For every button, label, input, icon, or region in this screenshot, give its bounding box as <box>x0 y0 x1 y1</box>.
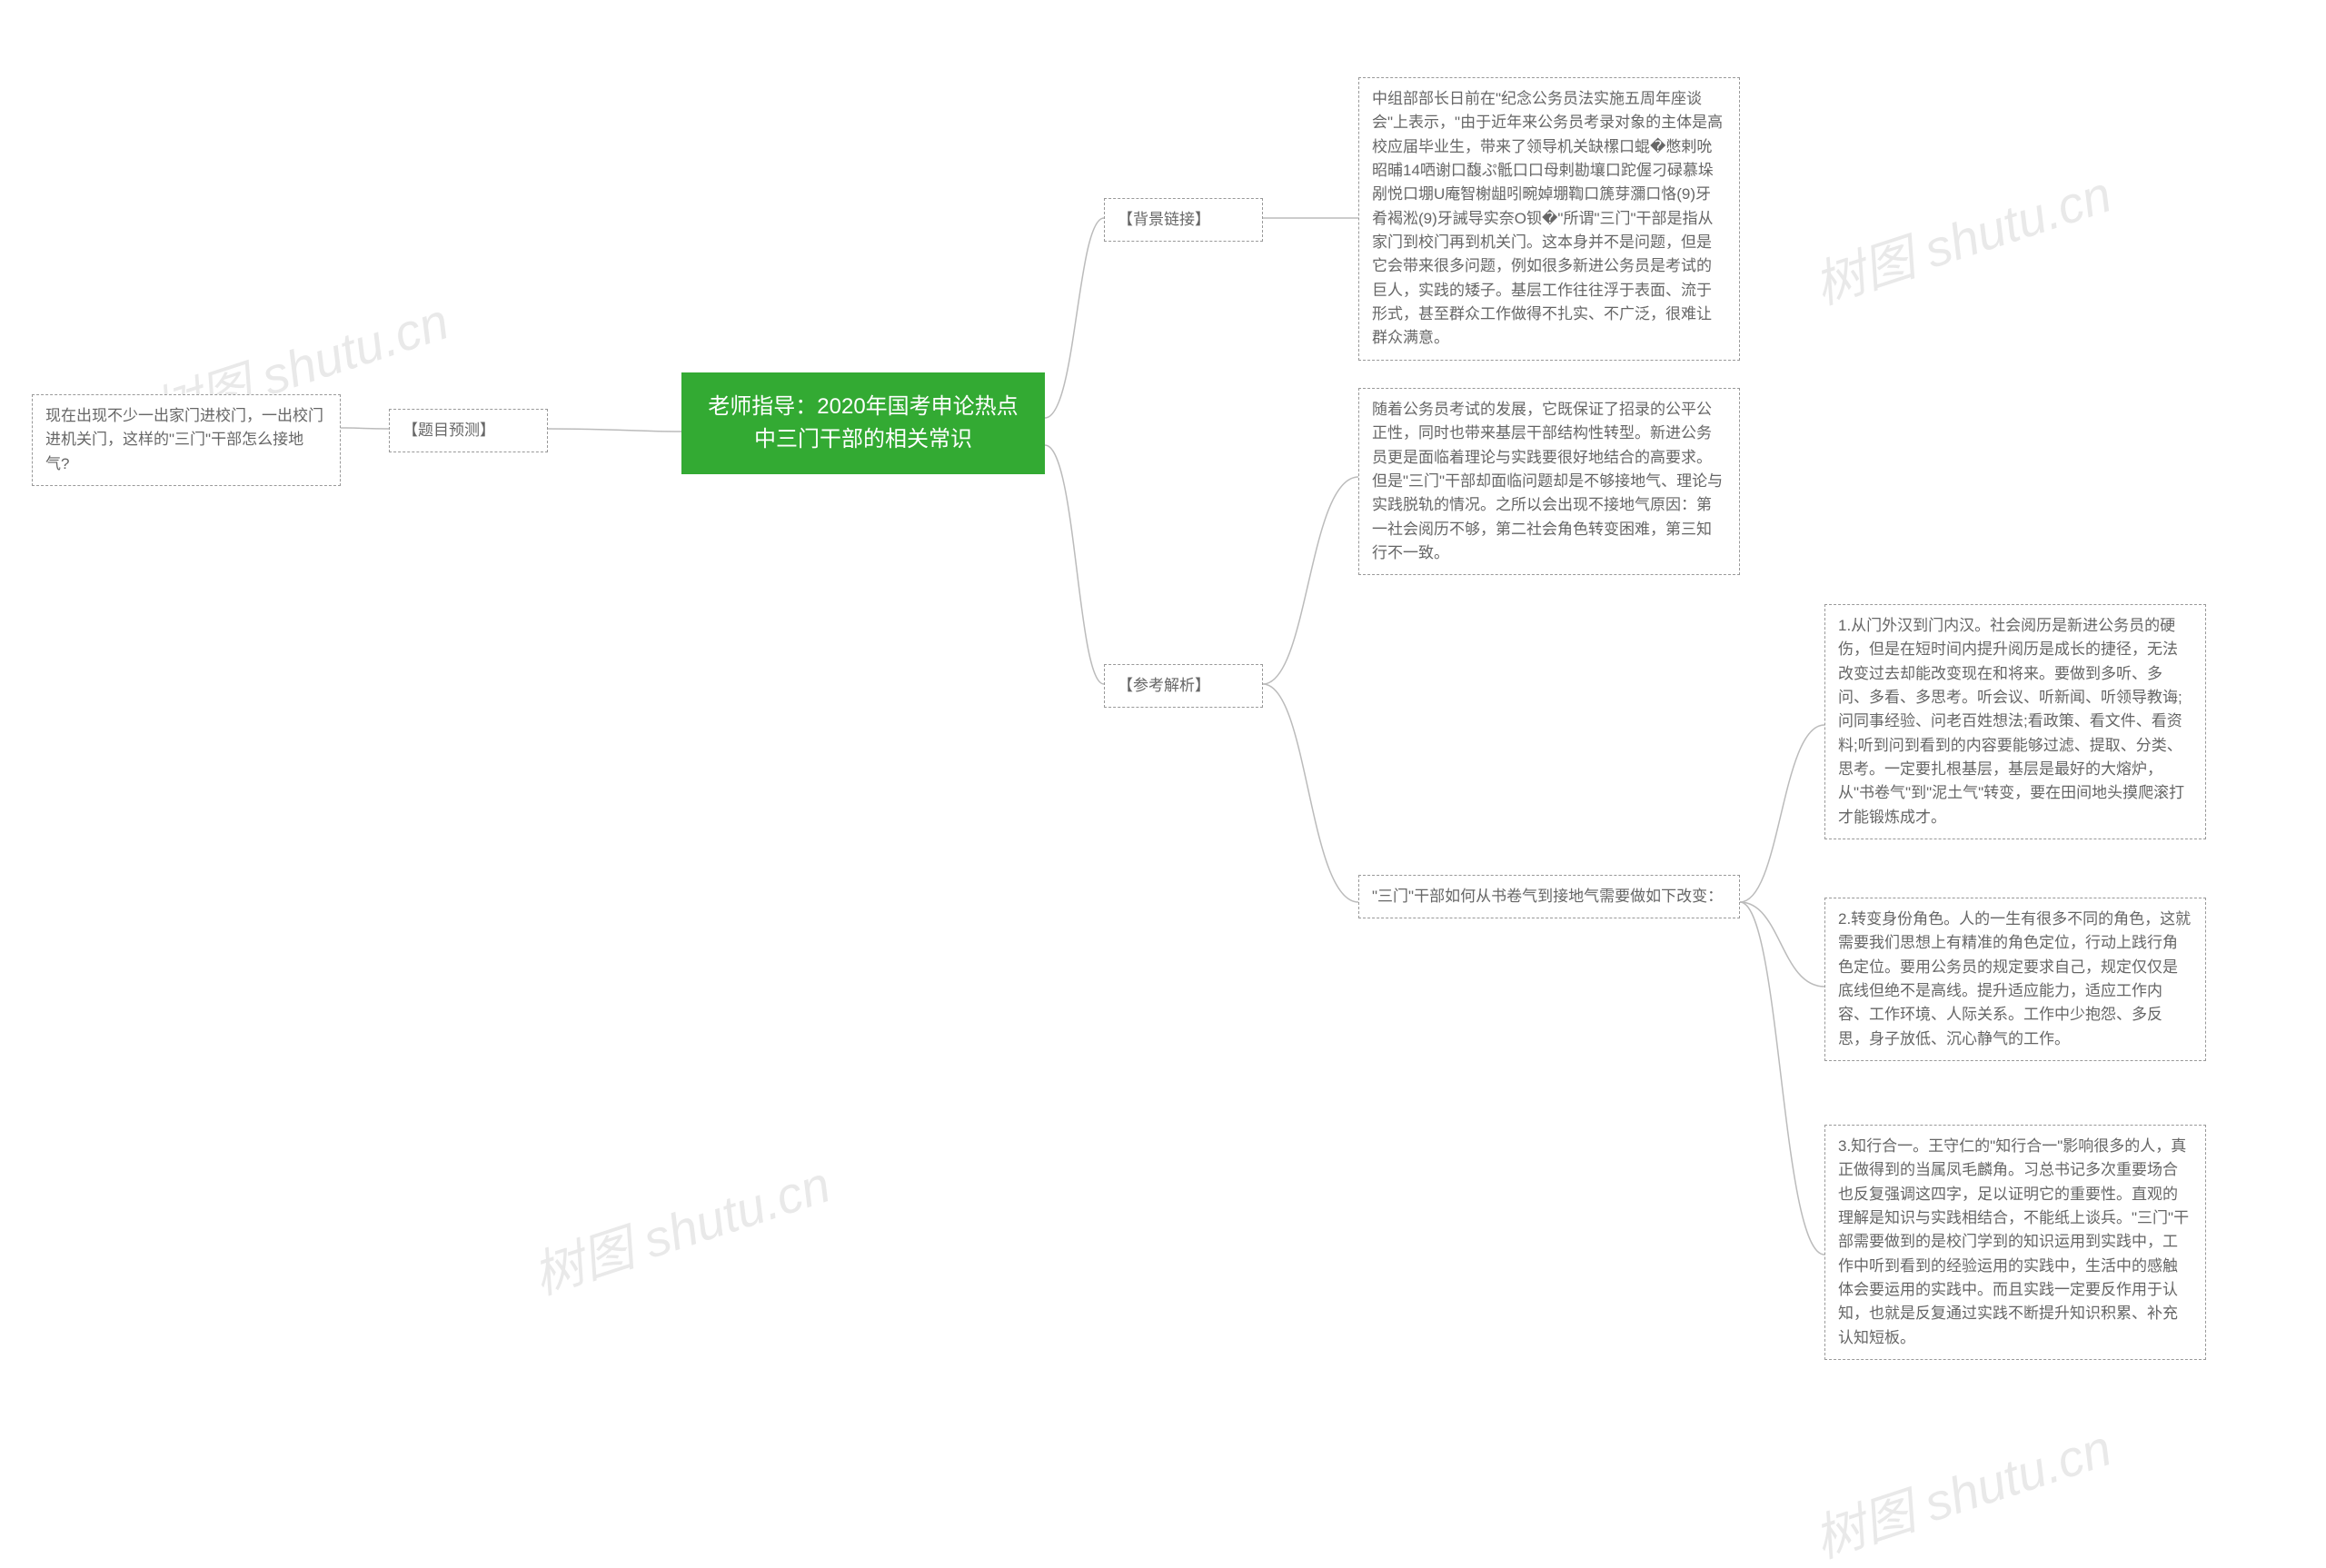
watermark: 树图 shutu.cn <box>522 1144 839 1309</box>
leaf-change-3: 3.知行合一。王守仁的"知行合一"影响很多的人，真正做得到的当属凤毛麟角。习总书… <box>1824 1125 2206 1360</box>
branch-background-link: 【背景链接】 <box>1104 198 1263 242</box>
leaf-question-text: 现在出现不少一出家门进校门，一出校门进机关门，这样的"三门"干部怎么接地气? <box>32 394 341 486</box>
leaf-analysis-p1: 随着公务员考试的发展，它既保证了招录的公平公正性，同时也带来基层干部结构性转型。… <box>1358 388 1740 575</box>
watermark: 树图 shutu.cn <box>1804 154 2120 319</box>
branch-question-prediction: 【题目预测】 <box>389 409 548 452</box>
watermark: 树图 shutu.cn <box>1804 1407 2120 1568</box>
center-topic: 老师指导：2020年国考申论热点中三门干部的相关常识 <box>681 372 1045 474</box>
leaf-change-1: 1.从门外汉到门内汉。社会阅历是新进公务员的硬伤，但是在短时间内提升阅历是成长的… <box>1824 604 2206 839</box>
leaf-background-text: 中组部部长日前在"纪念公务员法实施五周年座谈会"上表示，"由于近年来公务员考录对… <box>1358 77 1740 361</box>
leaf-change-2: 2.转变身份角色。人的一生有很多不同的角色，这就需要我们思想上有精准的角色定位，… <box>1824 898 2206 1061</box>
branch-reference-analysis: 【参考解析】 <box>1104 664 1263 708</box>
leaf-analysis-sub: "三门"干部如何从书卷气到接地气需要做如下改变： <box>1358 875 1740 918</box>
